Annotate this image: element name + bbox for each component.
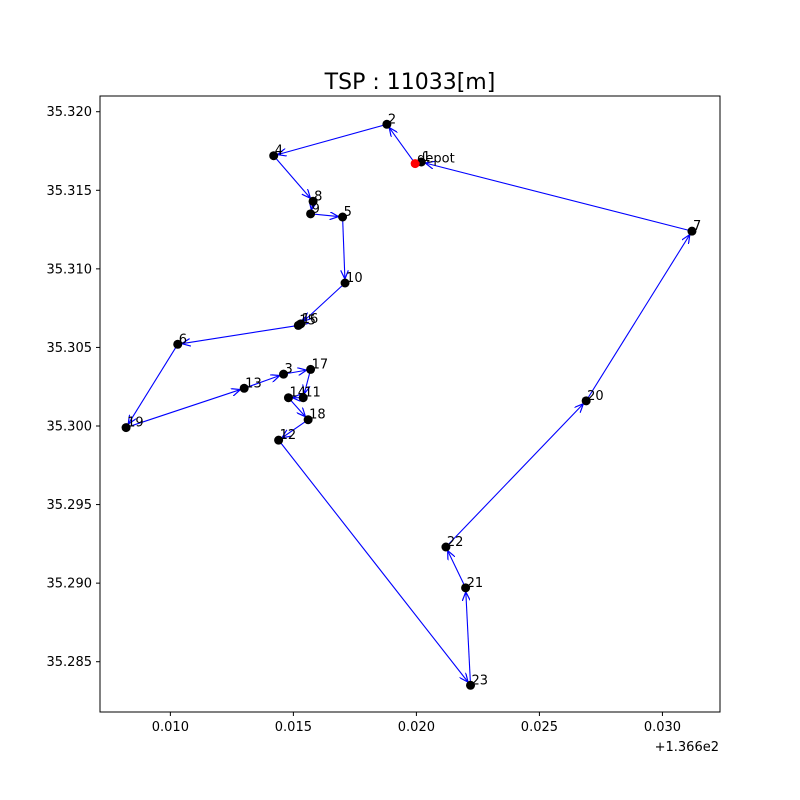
- route-edge-7-to-1: [425, 163, 693, 232]
- node-label-8: 8: [314, 189, 322, 204]
- y-tick-label: 35.315: [47, 184, 93, 199]
- node-point-22: [441, 542, 451, 552]
- node-point-11: [298, 393, 308, 403]
- route-nodes: [121, 119, 697, 690]
- node-point-21: [461, 583, 471, 593]
- node-label-11: 11: [304, 386, 321, 401]
- node-label-14: 14: [289, 386, 306, 401]
- y-tick-label: 35.285: [47, 655, 93, 670]
- plot-frame: [99, 95, 721, 713]
- node-label-18: 18: [309, 408, 326, 423]
- node-point-14: [283, 393, 293, 403]
- node-label-10: 10: [346, 271, 363, 286]
- node-point-10: [340, 278, 350, 288]
- x-axis: 0.010 0.015 0.020 0.025 0.030: [152, 712, 681, 735]
- node-point-17: [306, 364, 316, 374]
- node-label-21: 21: [467, 576, 484, 591]
- node-point-2: [382, 119, 392, 129]
- route-edge-9-to-5: [310, 214, 339, 217]
- node-point-13: [239, 383, 249, 393]
- route-edge-12-to-23: [278, 439, 468, 682]
- node-label-13: 13: [245, 376, 262, 391]
- node-point-20: [581, 396, 591, 406]
- route-edge-13-to-3: [243, 375, 280, 389]
- node-point-19: [121, 423, 131, 433]
- node-label-12: 12: [280, 428, 297, 443]
- chart-title: TSP : 11033[m]: [324, 70, 496, 95]
- route-edge-4-to-8: [273, 155, 311, 199]
- route-edge-depot-to-2: [389, 128, 416, 164]
- y-tick-label: 35.300: [47, 420, 93, 435]
- route-edge-5-to-10: [343, 216, 345, 279]
- node-point-16: [296, 319, 306, 329]
- route-edge-15-to-6: [182, 324, 299, 343]
- node-label-7: 7: [693, 219, 701, 234]
- route-edge-19-to-13: [125, 390, 240, 429]
- x-tick-label: 0.015: [275, 720, 312, 735]
- route-edge-22-to-20: [445, 404, 583, 548]
- y-tick-label: 35.310: [47, 262, 93, 277]
- node-label-1: 1: [422, 150, 430, 165]
- x-tick-label: 0.020: [398, 720, 435, 735]
- route-edge-18-to-12: [282, 419, 309, 438]
- node-point-5: [338, 212, 348, 222]
- node-label-22: 22: [447, 535, 464, 550]
- node-point-4: [269, 151, 279, 161]
- node-label-5: 5: [344, 205, 352, 220]
- x-offset-label: +1.366e2: [655, 740, 719, 755]
- node-point-3: [279, 369, 289, 379]
- node-label-6: 6: [179, 332, 187, 347]
- x-tick-label: 0.030: [644, 720, 681, 735]
- node-label-4: 4: [275, 144, 283, 159]
- node-label-19: 19: [127, 416, 144, 431]
- node-label-20: 20: [587, 389, 604, 404]
- node-point-8: [308, 196, 318, 206]
- route-edge-20-to-7: [585, 235, 690, 402]
- x-tick-label: 0.010: [152, 720, 189, 735]
- route-edge-2-to-4: [278, 123, 388, 154]
- node-label-9: 9: [312, 202, 320, 217]
- node-point-18: [303, 415, 313, 425]
- node-label-17: 17: [312, 357, 329, 372]
- route-edge-10-to-16: [304, 282, 346, 321]
- y-tick-label: 35.320: [47, 105, 93, 120]
- y-tick-label: 35.305: [47, 341, 93, 356]
- node-point-23: [466, 680, 476, 690]
- node-label-15: 15: [299, 313, 316, 328]
- depot-point: [410, 159, 420, 169]
- y-tick-label: 35.295: [47, 498, 93, 513]
- route-edges: [125, 123, 693, 686]
- node-label-16: 16: [302, 312, 319, 327]
- route-edge-21-to-22: [448, 551, 467, 589]
- node-point-9: [306, 209, 316, 219]
- node-label-2: 2: [388, 112, 396, 127]
- route-edge-6-to-19: [128, 343, 179, 424]
- route-edge-23-to-21: [466, 592, 472, 686]
- depot-label: depot: [417, 152, 455, 167]
- node-label-23: 23: [472, 673, 489, 688]
- y-axis: 35.285 35.290 35.295 35.300 35.305 35.310 35.3…: [47, 105, 100, 670]
- node-labels: 1234567891011121314151617181920212223dep…: [127, 112, 701, 688]
- x-tick-label: 0.025: [521, 720, 558, 735]
- node-label-3: 3: [285, 362, 293, 377]
- node-point-6: [173, 339, 183, 349]
- node-point-7: [687, 226, 697, 236]
- node-point-12: [274, 435, 284, 445]
- y-tick-label: 35.290: [47, 577, 93, 592]
